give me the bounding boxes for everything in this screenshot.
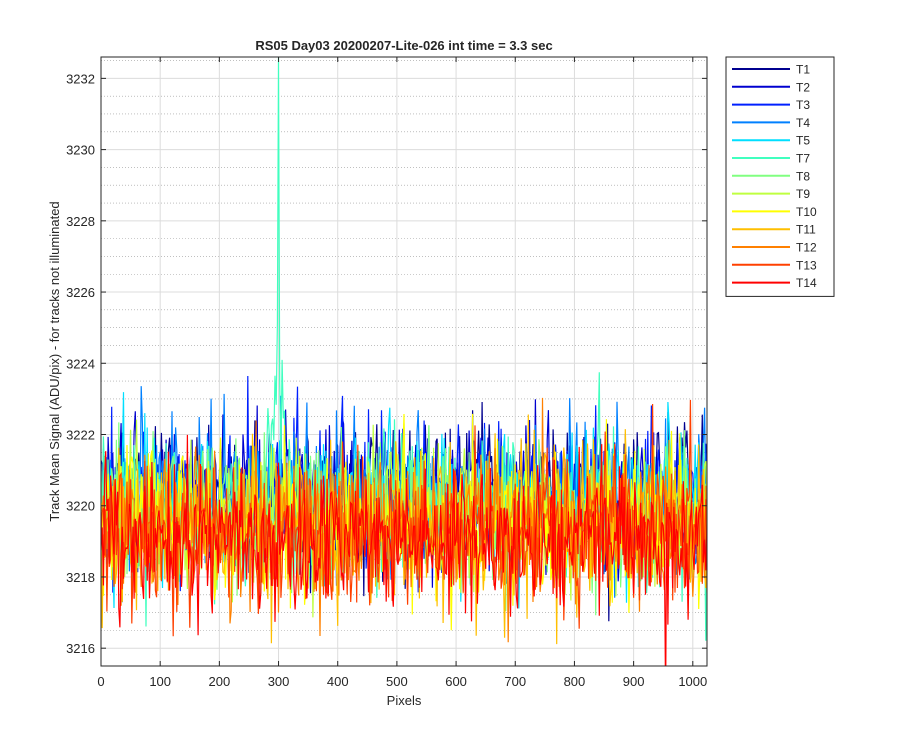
x-tick-label: 100 [149, 674, 171, 689]
x-tick-label: 700 [504, 674, 526, 689]
series-line-t14 [101, 434, 707, 666]
y-tick-label: 3218 [66, 570, 95, 585]
ticks: 0 100 200 300 400 500 600 700 800 900 1000 3216 3218… [66, 57, 707, 689]
legend-label-t12: T12 [796, 241, 817, 255]
x-tick-label: 0 [97, 674, 104, 689]
x-axis-label: Pixels [387, 693, 422, 708]
legend-label-t2: T2 [796, 80, 810, 94]
chart-title: RS05 Day03 20200207-Lite-026 int time = … [255, 38, 552, 53]
y-tick-label: 3226 [66, 285, 95, 300]
legend-label-t11: T11 [796, 223, 816, 237]
x-tick-label: 600 [445, 674, 467, 689]
legend-label-t3: T3 [796, 98, 810, 112]
legend-label-t13: T13 [796, 258, 817, 272]
legend-label-t5: T5 [796, 134, 810, 148]
legend: T1 T2 T3 T4 T5 T7 T8 T9 T10 T11 T12 T13 T14 [725, 56, 835, 297]
y-tick-label: 3220 [66, 499, 95, 514]
x-tick-label: 800 [564, 674, 586, 689]
axes-box [100, 56, 708, 667]
legend-label-t10: T10 [796, 205, 817, 219]
legend-label-t1: T1 [796, 63, 810, 77]
legend-label-t4: T4 [796, 116, 810, 130]
x-tick-label: 500 [386, 674, 408, 689]
x-tick-label: 200 [209, 674, 231, 689]
x-tick-label: 300 [268, 674, 290, 689]
y-tick-label: 3230 [66, 143, 95, 158]
y-tick-label: 3232 [66, 71, 95, 86]
y-tick-label: 3216 [66, 641, 95, 656]
y-tick-label: 3224 [66, 356, 95, 371]
plot-area [101, 57, 707, 666]
y-tick-label: 3222 [66, 428, 95, 443]
legend-label-t8: T8 [796, 169, 810, 183]
legend-label-t14: T14 [796, 276, 817, 290]
x-tick-label: 900 [623, 674, 645, 689]
legend-label-t7: T7 [796, 152, 810, 166]
x-tick-label: 1000 [678, 674, 707, 689]
y-axis-label: Track Mean Signal (ADU/pix) - for tracks… [47, 201, 62, 521]
x-tick-label: 400 [327, 674, 349, 689]
legend-label-t9: T9 [796, 187, 810, 201]
y-tick-label: 3228 [66, 214, 95, 229]
